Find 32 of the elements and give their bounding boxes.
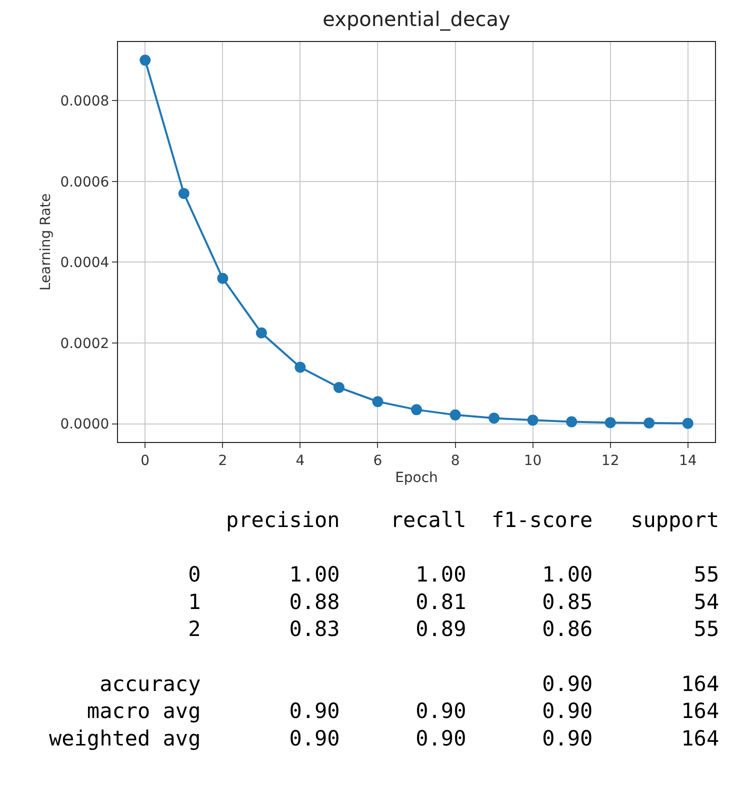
y-tick-label: 0.0008 — [60, 93, 110, 110]
y-tick-label: 0.0002 — [60, 336, 110, 352]
y-tick-label: 0.0004 — [60, 255, 110, 272]
x-tick-label: 6 — [373, 452, 382, 469]
point — [294, 362, 306, 373]
y-axis-title: Learning Rate — [38, 193, 54, 291]
x-axis-title: Epoch — [395, 470, 438, 486]
point — [140, 54, 151, 66]
point — [372, 396, 384, 408]
point — [178, 188, 190, 200]
x-tick-label: 10 — [524, 452, 542, 469]
point — [566, 416, 578, 428]
chart-title: exponential_decay — [322, 6, 510, 31]
y-tick-label: 0.0006 — [60, 174, 110, 190]
point — [333, 382, 344, 393]
x-tick-label: 0 — [140, 452, 150, 469]
point — [527, 414, 538, 426]
x-tick-label: 2 — [218, 452, 228, 469]
point — [604, 417, 616, 428]
x-tick-label: 14 — [678, 452, 697, 469]
point — [682, 418, 694, 429]
x-tick-label: 12 — [601, 452, 620, 469]
point — [644, 418, 655, 429]
point — [256, 327, 267, 338]
point — [488, 412, 500, 424]
x-tick-label: 4 — [296, 452, 305, 469]
point — [450, 409, 461, 420]
x-tick-label: 8 — [450, 452, 460, 469]
point — [217, 272, 228, 284]
point — [411, 404, 422, 416]
text: precision recall f1-score support 0 1.00 1.00 1.00 55 1 0.88 0.81 0.85 54 2 0.83 0.89 0.86 55 accuracy 0.90 164 macro avg 0.90 0.90 0.90 164 weighted avg 0.90 0.90 0.90 164 — [49, 508, 720, 750]
y-tick-label: 0.0000 — [60, 416, 110, 433]
